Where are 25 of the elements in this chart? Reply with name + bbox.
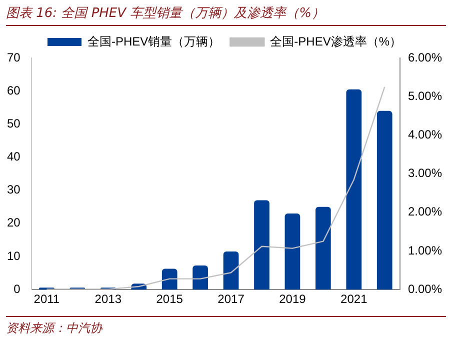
legend-label: 全国-PHEV销量（万辆） [87, 34, 220, 48]
chart-title: 图表 16: 全国 PHEV 车型销量（万辆）及渗透率（%） [6, 4, 446, 26]
y2-tick-label: 0.00% [408, 282, 442, 296]
y2-tick-label: 5.00% [408, 88, 442, 103]
x-tick-label: 2015 [156, 292, 184, 306]
y-tick-label: 60 [6, 83, 21, 98]
text: 资料来源：中汽协 [6, 316, 446, 337]
y-tick-label: 30 [6, 182, 21, 197]
y-tick-label: 10 [6, 248, 21, 263]
x-tick-label: 2021 [340, 292, 368, 306]
y2-tick-label: 2.00% [408, 204, 442, 219]
y2-tick-label: 6.00% [408, 50, 442, 64]
x-tick-label: 2019 [279, 292, 306, 306]
x-tick-label: 2017 [218, 292, 245, 306]
x-tick-label: 2011 [34, 292, 60, 306]
y-tick-label: 40 [6, 150, 21, 164]
y2-tick-label: 1.00% [408, 243, 442, 258]
legend-label: 全国-PHEV渗透率（%） [270, 34, 402, 48]
y-tick-label: 70 [6, 50, 21, 64]
x-tick-label: 2013 [94, 292, 122, 306]
y2-tick-label: 4.00% [408, 128, 442, 142]
y-tick-label: 0 [14, 282, 21, 296]
y2-tick-label: 3.00% [408, 166, 442, 180]
y-tick-label: 20 [6, 216, 21, 230]
y-tick-label: 50 [6, 116, 21, 130]
